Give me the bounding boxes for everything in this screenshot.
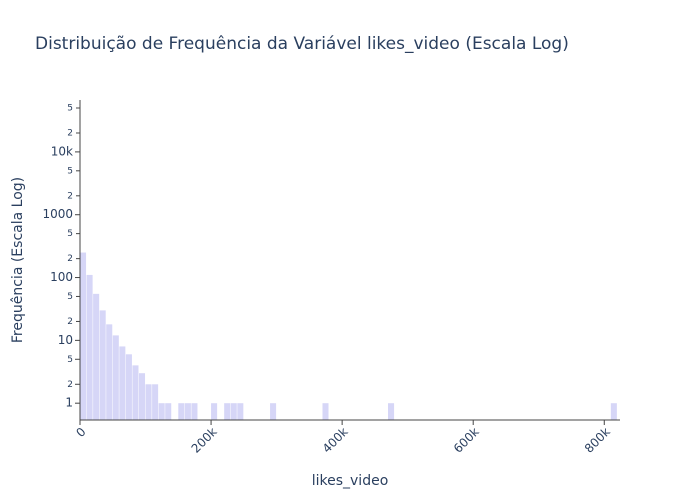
- bar: [230, 403, 237, 420]
- bar: [99, 310, 106, 420]
- bar: [125, 354, 132, 420]
- y-tick-label: 5: [67, 229, 73, 239]
- y-tick-label: 10: [58, 333, 73, 347]
- bar: [86, 274, 93, 420]
- bar: [211, 403, 218, 420]
- bar: [145, 384, 152, 420]
- bar: [237, 403, 244, 420]
- bar: [322, 403, 329, 420]
- y-tick-label: 2: [67, 317, 73, 327]
- bar: [158, 403, 165, 420]
- x-tick-label: 0: [73, 425, 88, 440]
- x-axis-title: likes_video: [312, 473, 389, 489]
- y-tick-label: 10k: [51, 144, 73, 158]
- bar: [93, 293, 100, 420]
- bar: [270, 403, 277, 420]
- x-tick-label: 200k: [189, 425, 220, 456]
- x-tick-label: 400k: [320, 425, 351, 456]
- bar: [191, 403, 198, 420]
- bar: [138, 373, 146, 420]
- bar: [80, 252, 87, 420]
- y-axis-title: Frequência (Escala Log): [10, 177, 26, 343]
- bar: [106, 324, 113, 420]
- x-tick-label: 600k: [451, 425, 482, 456]
- y-tick-label: 1: [65, 396, 73, 410]
- y-tick-label: 5: [67, 355, 73, 365]
- bar: [610, 403, 617, 420]
- y-tick-label: 5: [67, 103, 73, 113]
- bar: [112, 335, 119, 420]
- bar: [119, 346, 126, 420]
- y-tick-label: 5: [67, 292, 73, 302]
- bar: [224, 403, 231, 420]
- bar: [152, 384, 159, 420]
- bar: [388, 403, 395, 420]
- y-tick-label: 1000: [42, 207, 73, 221]
- bar: [178, 403, 185, 420]
- y-tick-label: 2: [67, 191, 73, 201]
- y-tick-label: 2: [67, 380, 73, 390]
- y-tick-label: 2: [67, 128, 73, 138]
- x-tick-label: 800k: [582, 425, 613, 456]
- y-tick-label: 5: [67, 166, 73, 176]
- y-tick-label: 2: [67, 254, 73, 264]
- bar: [165, 403, 172, 420]
- bar: [184, 403, 191, 420]
- bar: [132, 365, 139, 420]
- chart-title: Distribuição de Frequência da Variável l…: [35, 34, 569, 54]
- y-tick-label: 100: [50, 270, 73, 284]
